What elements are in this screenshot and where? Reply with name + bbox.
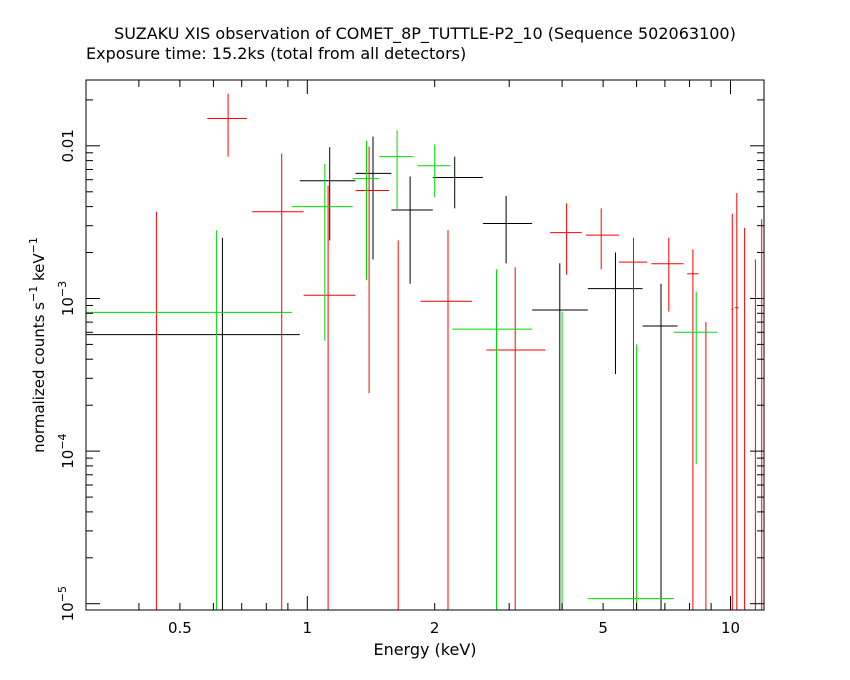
axis-ticks (85, 80, 764, 610)
axis-tick-labels: 0.5 1 2 5 10 0.01 10−3 10−4 10−5 (56, 129, 740, 637)
chart-title: SUZAKU XIS observation of COMET_8P_TUTTL… (114, 24, 736, 44)
y-axis-label-mid: keV (30, 253, 48, 286)
x-tick-label: 10 (721, 619, 740, 637)
y-axis-label-exp1: −1 (27, 286, 40, 302)
data-series-layer (85, 79, 763, 611)
x-tick-label: 0.5 (168, 619, 192, 637)
x-tick-label: 5 (598, 619, 608, 637)
y-axis-label: normalized counts s−1 keV−1 (27, 237, 48, 453)
series-1 (85, 79, 763, 611)
x-tick-label: 1 (303, 619, 313, 637)
series-2 (86, 130, 718, 610)
y-axis-label-base: normalized counts s (30, 302, 48, 453)
y-tick-label: 10−5 (56, 586, 77, 621)
chart-subtitle: Exposure time: 15.2ks (total from all de… (86, 44, 466, 63)
plot-frame (85, 79, 765, 611)
y-tick-label: 0.01 (59, 129, 77, 162)
y-axis-label-exp2: −1 (27, 237, 40, 253)
series-0 (86, 136, 678, 610)
y-tick-label: 10−3 (56, 281, 77, 316)
x-axis-label: Energy (keV) (373, 640, 476, 659)
x-tick-label: 2 (430, 619, 440, 637)
y-tick-label: 10−4 (56, 433, 77, 468)
